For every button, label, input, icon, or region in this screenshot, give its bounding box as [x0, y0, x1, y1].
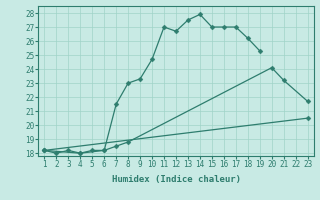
X-axis label: Humidex (Indice chaleur): Humidex (Indice chaleur)	[111, 175, 241, 184]
